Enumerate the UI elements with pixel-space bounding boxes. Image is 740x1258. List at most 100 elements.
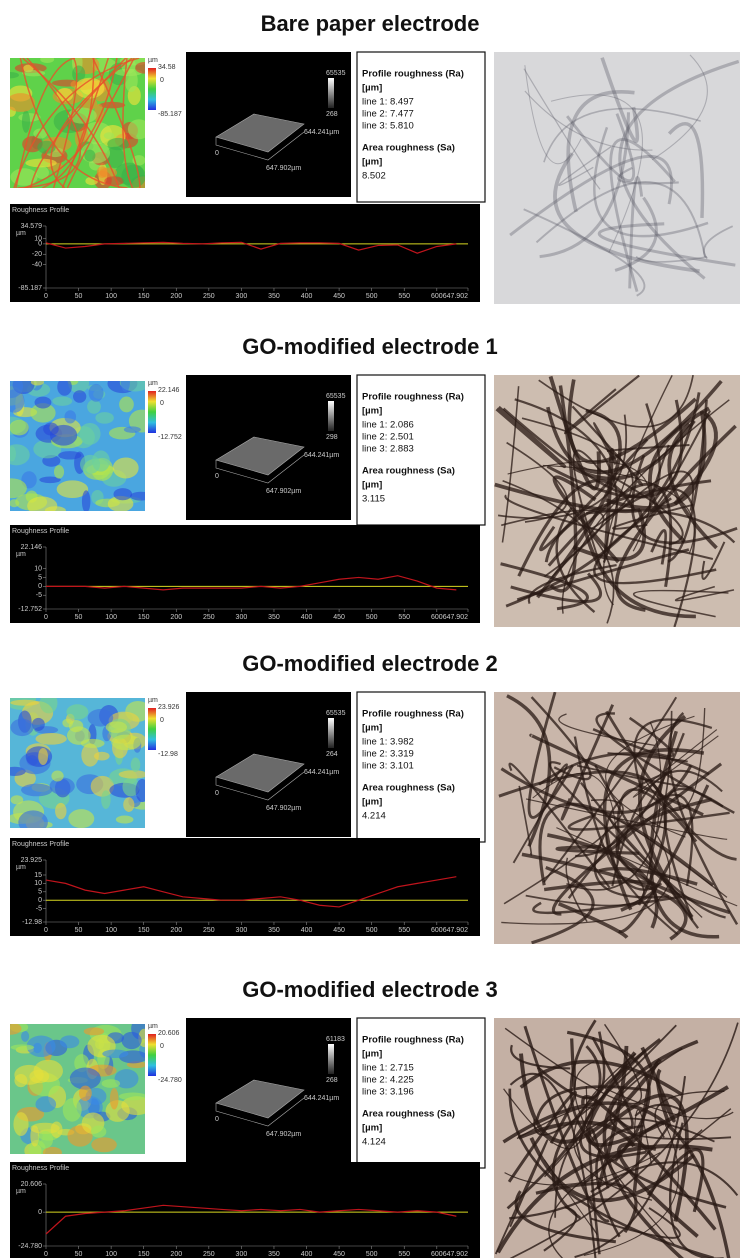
x-tick-label: 300 [236, 614, 248, 621]
x-tick-label: 50 [75, 927, 83, 934]
y-tick-label: -40 [32, 261, 42, 268]
colorbar-zero: 0 [160, 77, 164, 84]
height-blob [131, 758, 141, 772]
ra-line: line 1: 2.715 [362, 1063, 414, 1074]
height-blob [102, 1079, 120, 1088]
ra-title: Profile roughness (Ra) [362, 709, 464, 720]
height-blob [35, 733, 66, 745]
colorbar-min: -12.752 [158, 434, 182, 441]
ra-unit: [µm] [362, 83, 382, 94]
height-blob [73, 390, 86, 403]
height-blob [119, 770, 148, 778]
y-length: 644.241µm [304, 1095, 339, 1102]
ra-line: line 2: 3.319 [362, 749, 414, 760]
height-blob [31, 379, 44, 386]
profile-title: Roughness Profile [12, 841, 69, 848]
x-tick-label: 200 [170, 614, 182, 621]
ra-line: line 1: 3.982 [362, 737, 414, 748]
x-tick-label: 600 [431, 614, 443, 621]
x-tick-label: 550 [398, 1251, 410, 1258]
x-length: 647.902µm [266, 488, 301, 495]
colorbar-unit: µm [148, 380, 158, 387]
height-blob [27, 496, 57, 515]
profile-title: Roughness Profile [12, 528, 69, 535]
y-tick-label: -12.98 [22, 919, 42, 926]
y-length: 644.241µm [304, 452, 339, 459]
y-tick-label: 34.579 [21, 223, 43, 230]
x-tick-label: 100 [105, 1251, 117, 1258]
ra-title: Profile roughness (Ra) [362, 392, 464, 403]
height-blob [21, 784, 53, 797]
x-tick-label: 500 [366, 1251, 378, 1258]
x-tick-label: 150 [138, 293, 150, 300]
height-blob [9, 499, 19, 507]
x-tick-label: 600 [431, 927, 443, 934]
origin: 0 [215, 1116, 219, 1123]
sa-title: Area roughness (Sa) [362, 466, 455, 477]
height-blob [111, 735, 141, 751]
y-tick-label: -12.752 [18, 606, 42, 613]
ra-line: line 3: 2.883 [362, 444, 414, 455]
y-tick-label: 22.146 [21, 544, 43, 551]
height-blob [95, 412, 113, 424]
x-tick-label: 350 [268, 614, 280, 621]
x-tick-label: 500 [366, 293, 378, 300]
panel: GO-modified electrode 3µm20.6060-24.7806… [0, 977, 740, 1258]
ra-unit: [µm] [362, 406, 382, 417]
sa-unit: [µm] [362, 480, 382, 491]
x-length: 647.902µm [266, 1131, 301, 1138]
sa-title: Area roughness (Sa) [362, 1109, 455, 1120]
gray-bar [328, 401, 334, 431]
origin: 0 [215, 473, 219, 480]
colorbar-max: 22.146 [158, 387, 180, 394]
height-blob [102, 1050, 128, 1059]
x-tick-label: 100 [105, 927, 117, 934]
height-blob [66, 704, 88, 719]
height-blob [94, 752, 110, 761]
height-blob [35, 397, 52, 409]
height-blob [63, 1098, 82, 1122]
colorbar-min: -85.187 [158, 111, 182, 118]
sa-title: Area roughness (Sa) [362, 783, 455, 794]
height-blob [22, 110, 30, 132]
sa-value: 8.502 [362, 171, 386, 182]
ra-line: line 3: 3.196 [362, 1087, 414, 1098]
colorbar-min: -24.780 [158, 1077, 182, 1084]
height-blob [89, 384, 104, 402]
x-tick-label: 400 [301, 293, 313, 300]
height-blob [38, 1131, 53, 1148]
height-blob [43, 1147, 62, 1159]
y-tick-label: 5 [38, 574, 42, 581]
x-tick-label: 50 [75, 1251, 83, 1258]
y-unit: µm [16, 230, 26, 237]
height-blob [113, 488, 132, 500]
micrograph [494, 52, 740, 304]
gray-min: 268 [326, 1077, 338, 1084]
height-map [4, 689, 155, 834]
x-tick-label: 300 [236, 293, 248, 300]
x-tick-label: 550 [398, 293, 410, 300]
panel-title: GO-modified electrode 2 [242, 651, 498, 676]
height-blob [91, 1137, 117, 1152]
sa-title: Area roughness (Sa) [362, 143, 455, 154]
profile-chart [10, 204, 480, 302]
height-blob [32, 718, 45, 731]
gray-max: 65535 [326, 393, 346, 400]
height-blob [60, 1035, 80, 1048]
x-tick-label: 400 [301, 614, 313, 621]
height-blob [1, 72, 19, 78]
height-blob [50, 778, 75, 795]
height-blob [38, 748, 48, 765]
x-tick-label: 350 [268, 1251, 280, 1258]
height-blob [55, 803, 66, 819]
origin: 0 [215, 790, 219, 797]
micrograph [494, 375, 740, 627]
height-blob [10, 719, 33, 736]
height-blob [54, 465, 64, 478]
y-length: 644.241µm [304, 129, 339, 136]
colorbar [148, 68, 156, 110]
y-tick-label: 10 [34, 565, 42, 572]
y-tick-label: 15 [34, 872, 42, 879]
panel: GO-modified electrode 2µm23.9260-12.9865… [4, 651, 740, 944]
height-blob [57, 378, 72, 396]
